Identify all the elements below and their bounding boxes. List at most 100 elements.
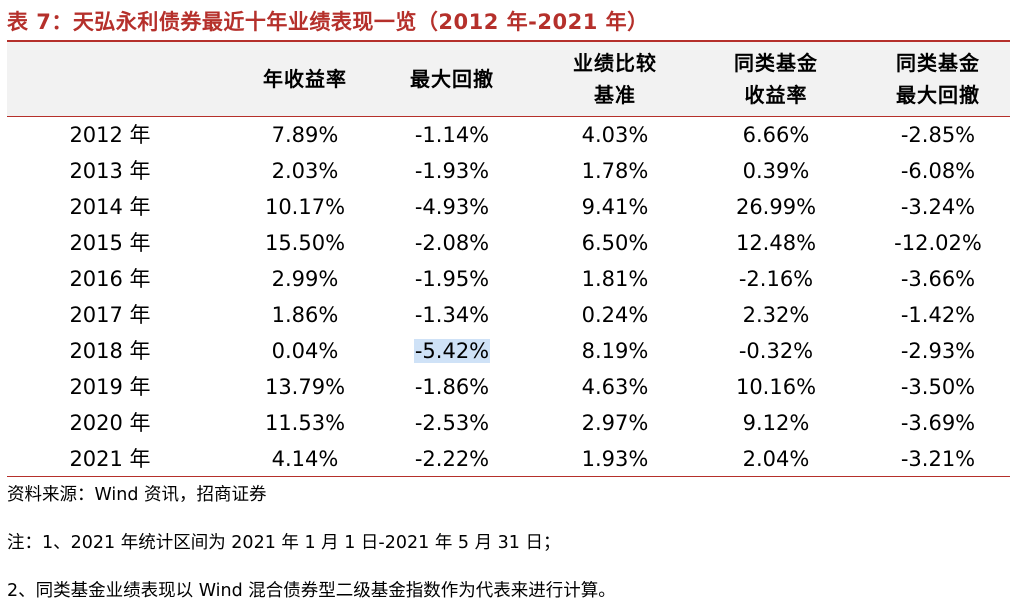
benchmark-cell: 6.50% [548, 225, 682, 261]
cell-text: -1.95% [414, 267, 490, 291]
table-top-rule [7, 40, 1010, 42]
max-drawdown-cell: -1.86% [385, 369, 519, 405]
peer-return-cell: 9.12% [709, 405, 843, 441]
cell-text: -3.66% [900, 267, 976, 291]
peer-return-cell: 12.48% [709, 225, 843, 261]
cell-text: 1.78% [581, 159, 649, 183]
peer-return-cell: 2.32% [709, 297, 843, 333]
cell-text: 2012 年 [69, 123, 151, 147]
column-header-line: 基准 [594, 83, 636, 107]
cell-text: -1.42% [900, 303, 976, 327]
cell-text: -12.02% [894, 231, 982, 255]
annual-return-cell: 2.03% [243, 153, 367, 189]
annual-return-cell: 7.89% [243, 117, 367, 153]
cell-text: 10.17% [264, 195, 346, 219]
annual-return-cell: 10.17% [243, 189, 367, 225]
cell-text: -1.86% [414, 375, 490, 399]
max-drawdown-cell: -4.93% [385, 189, 519, 225]
max-drawdown-cell: -1.14% [385, 117, 519, 153]
cell-text: 2020 年 [69, 411, 151, 435]
cell-text: 2014 年 [69, 195, 151, 219]
annual-return-cell: 11.53% [243, 405, 367, 441]
table-bottom-rule [7, 476, 1010, 477]
year-cell: 2014 年 [45, 189, 175, 225]
table-row: 2014 年 10.17% -4.93% 9.41% 26.99% -3.24% [7, 189, 1010, 225]
column-header-line: 业绩比较 [573, 51, 657, 75]
table-header-rule [7, 116, 1010, 117]
annual-return-cell: 15.50% [243, 225, 367, 261]
cell-text: 15.50% [264, 231, 346, 255]
cell-text: -0.32% [738, 339, 814, 363]
cell-text: 6.66% [742, 123, 810, 147]
cell-text: 4.03% [581, 123, 649, 147]
footnote-1: 注：1、2021 年统计区间为 2021 年 1 月 1 日-2021 年 5 … [7, 533, 561, 553]
cell-text: 26.99% [735, 195, 817, 219]
cell-text: 2017 年 [69, 303, 151, 327]
cell-text: -1.14% [414, 123, 490, 147]
table-title: 表 7：天弘永利债券最近十年业绩表现一览（2012 年-2021 年） [7, 10, 649, 34]
cell-text: -3.21% [900, 447, 976, 471]
benchmark-cell: 4.63% [548, 369, 682, 405]
peer-return-cell: 10.16% [709, 369, 843, 405]
column-header-line: 同类基金 [896, 51, 980, 75]
benchmark-cell: 1.78% [548, 153, 682, 189]
year-cell: 2020 年 [45, 405, 175, 441]
annual-return-cell: 0.04% [243, 333, 367, 369]
max-drawdown-cell: -2.53% [385, 405, 519, 441]
annual-return-cell: 4.14% [243, 441, 367, 477]
column-header-line: 最大回撤 [896, 83, 980, 107]
year-cell: 2021 年 [45, 441, 175, 477]
peer-return-cell: 26.99% [709, 189, 843, 225]
table-row: 2015 年 15.50% -2.08% 6.50% 12.48% -12.02% [7, 225, 1010, 261]
column-header-peer-return: 同类基金 收益率 [716, 42, 836, 116]
cell-text: -2.93% [900, 339, 976, 363]
year-cell: 2013 年 [45, 153, 175, 189]
column-header-line: 同类基金 [734, 51, 818, 75]
cell-text: 1.81% [581, 267, 649, 291]
peer-return-cell: -0.32% [709, 333, 843, 369]
benchmark-cell: 1.93% [548, 441, 682, 477]
cell-text: 1.93% [581, 447, 649, 471]
cell-text: 8.19% [581, 339, 649, 363]
year-cell: 2012 年 [45, 117, 175, 153]
max-drawdown-cell: -2.22% [385, 441, 519, 477]
source-note: 资料来源：Wind 资讯，招商证券 [7, 485, 267, 505]
cell-text: 13.79% [264, 375, 346, 399]
year-cell: 2016 年 [45, 261, 175, 297]
table-row: 2017 年 1.86% -1.34% 0.24% 2.32% -1.42% [7, 297, 1010, 333]
annual-return-cell: 13.79% [243, 369, 367, 405]
benchmark-cell: 9.41% [548, 189, 682, 225]
cell-text: 4.14% [271, 447, 339, 471]
cell-text: -2.85% [900, 123, 976, 147]
year-cell: 2017 年 [45, 297, 175, 333]
column-header-line: 收益率 [744, 83, 808, 107]
cell-text: -2.22% [414, 447, 490, 471]
max-drawdown-cell: -2.08% [385, 225, 519, 261]
cell-text: -3.24% [900, 195, 976, 219]
cell-text: 9.41% [581, 195, 649, 219]
cell-text: 7.89% [271, 123, 339, 147]
year-cell: 2019 年 [45, 369, 175, 405]
benchmark-cell: 4.03% [548, 117, 682, 153]
column-header-benchmark: 业绩比较 基准 [555, 42, 675, 116]
cell-text: 2015 年 [69, 231, 151, 255]
cell-text: 2013 年 [69, 159, 151, 183]
cell-text: -1.34% [414, 303, 490, 327]
peer-drawdown-cell: -2.85% [868, 117, 1008, 153]
cell-text: 0.24% [581, 303, 649, 327]
table-row: 2013 年 2.03% -1.93% 1.78% 0.39% -6.08% [7, 153, 1010, 189]
peer-drawdown-cell: -3.66% [868, 261, 1008, 297]
benchmark-cell: 8.19% [548, 333, 682, 369]
annual-return-cell: 1.86% [243, 297, 367, 333]
column-header-line: 年收益率 [263, 67, 347, 91]
cell-text: -6.08% [900, 159, 976, 183]
column-header-peer-drawdown: 同类基金 最大回撤 [875, 42, 1001, 116]
table-row: 2018 年 0.04% -5.42% 8.19% -0.32% -2.93% [7, 333, 1010, 369]
table-header-band [7, 42, 1010, 116]
cell-text: 1.86% [271, 303, 339, 327]
table-row: 2012 年 7.89% -1.14% 4.03% 6.66% -2.85% [7, 117, 1010, 153]
cell-text: 4.63% [581, 375, 649, 399]
cell-text: 0.39% [742, 159, 810, 183]
cell-text: 2.04% [742, 447, 810, 471]
cell-text: 11.53% [264, 411, 346, 435]
